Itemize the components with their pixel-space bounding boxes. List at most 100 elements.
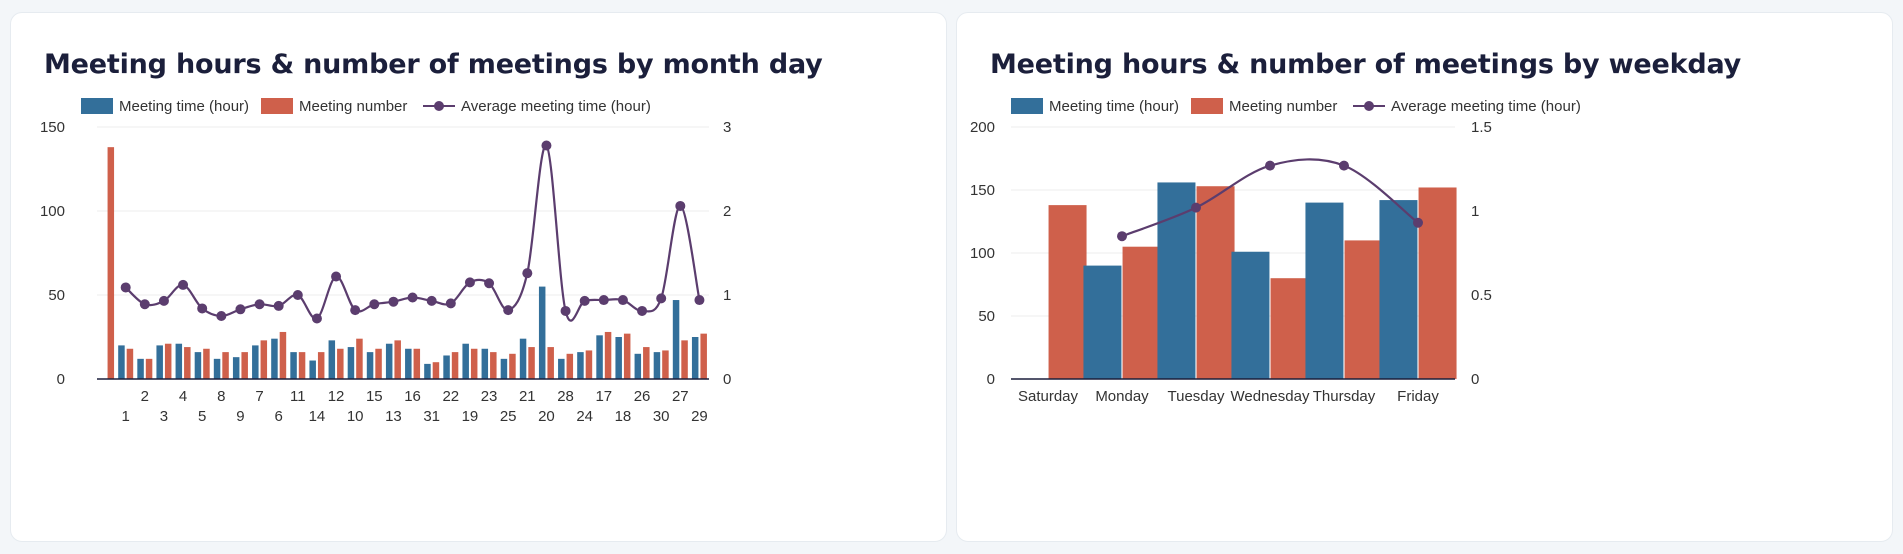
x-axis-tick-label: 29 xyxy=(691,408,708,425)
bar-meeting-time xyxy=(558,358,565,379)
x-axis-tick-label: 14 xyxy=(309,408,326,425)
bar-meeting-number xyxy=(1122,246,1161,379)
bar-meeting-number xyxy=(107,147,115,379)
bar-meeting-time xyxy=(232,357,240,379)
chart-panel-weekday: Meeting hours & number of meetings by we… xyxy=(956,12,1893,542)
bar-meeting-number xyxy=(1196,186,1235,379)
bar-meeting-number xyxy=(470,348,478,379)
average-point xyxy=(407,292,418,303)
bar-meeting-number xyxy=(337,348,344,379)
bar-meeting-number xyxy=(643,347,650,379)
x-axis-tick-label: 18 xyxy=(615,408,632,425)
right-axis-tick-label: 1.5 xyxy=(1471,119,1492,136)
x-axis-tick-label: 16 xyxy=(404,388,421,405)
gridlines xyxy=(97,126,709,296)
legend-item: Meeting number xyxy=(1191,98,1337,115)
average-point xyxy=(1191,202,1201,213)
x-axis-tick-label: Tuesday xyxy=(1168,388,1225,405)
bar-meeting-time xyxy=(290,352,297,379)
bar-meeting-time xyxy=(443,355,450,379)
average-point xyxy=(388,296,399,307)
bar-meeting-time xyxy=(137,358,144,379)
average-point xyxy=(445,298,456,309)
bar-meeting-time xyxy=(271,338,278,379)
legend-item: Meeting time (hour) xyxy=(81,98,249,115)
right-axis-tick-label: 2 xyxy=(723,203,731,220)
left-axis-tick-label: 150 xyxy=(970,182,995,199)
bar-meeting-number xyxy=(203,348,210,379)
right-axis-tick-label: 0.5 xyxy=(1471,287,1492,304)
average-point xyxy=(503,305,514,316)
right-axis-tick-label: 1 xyxy=(1471,203,1479,220)
legend-item: Meeting time (hour) xyxy=(1011,98,1179,115)
x-axis-tick-label: 3 xyxy=(160,408,168,425)
legend-label: Average meeting time (hour) xyxy=(1391,98,1581,115)
x-axis-tick-label: 15 xyxy=(366,388,383,405)
average-point xyxy=(426,295,437,306)
bar-meeting-time xyxy=(405,348,412,379)
legend-swatch-marker xyxy=(1364,101,1374,111)
average-point xyxy=(1339,160,1349,171)
bar-meeting-number xyxy=(432,362,440,379)
bar-meeting-number xyxy=(528,347,535,379)
bar-meeting-time xyxy=(424,363,431,379)
bar-meeting-number xyxy=(1344,240,1383,379)
x-axis-tick-label: 19 xyxy=(462,408,479,425)
legend-swatch-meeting-time xyxy=(1011,98,1043,114)
average-point xyxy=(139,299,150,310)
average-point xyxy=(541,140,552,151)
x-axis-tick-label: 30 xyxy=(653,408,670,425)
bar-meeting-number xyxy=(547,347,554,379)
bar-meeting-time xyxy=(481,348,489,379)
average-point xyxy=(522,268,533,279)
average-point xyxy=(311,313,322,324)
bar-meeting-time xyxy=(175,343,183,379)
x-axis-tick-label: 9 xyxy=(236,408,244,425)
average-point xyxy=(369,299,380,310)
chart-title: Meeting hours & number of meetings by mo… xyxy=(44,49,823,80)
x-axis-tick-label: 13 xyxy=(385,408,402,425)
bar-meeting-number xyxy=(604,331,612,379)
left-axis-tick-label: 50 xyxy=(48,287,65,304)
average-point xyxy=(1413,217,1423,228)
bar-meeting-number xyxy=(279,331,287,379)
bar-meeting-time xyxy=(462,343,469,379)
bar-meeting-number xyxy=(1418,187,1457,379)
x-axis-tick-label: 17 xyxy=(595,388,612,405)
bar-meeting-number xyxy=(509,353,516,379)
bar-meeting-number xyxy=(1270,278,1309,379)
left-axis-tick-label: 100 xyxy=(970,245,995,262)
bar-meeting-time xyxy=(1379,200,1418,379)
bar-meeting-time xyxy=(366,352,374,379)
x-axis-tick-label: 10 xyxy=(347,408,364,425)
bar-meeting-time xyxy=(1231,251,1270,379)
average-point xyxy=(178,279,189,290)
average-point xyxy=(694,295,705,306)
average-point xyxy=(120,282,131,293)
average-point xyxy=(216,311,227,321)
legend-swatch-meeting-time xyxy=(81,98,113,114)
legend: Meeting time (hour) Meeting number Average… xyxy=(81,98,651,115)
x-axis-tick-label: 12 xyxy=(328,388,345,405)
left-axis-tick-label: 0 xyxy=(987,371,995,388)
x-axis-tick-label: 7 xyxy=(255,388,263,405)
bar-meeting-time xyxy=(118,345,125,379)
bar-meeting-number xyxy=(490,352,497,379)
right-axis-tick-label: 0 xyxy=(723,371,731,388)
average-point xyxy=(617,295,628,306)
average-point xyxy=(197,303,208,314)
x-axis-tick-label: 22 xyxy=(442,388,459,405)
bar-meeting-time xyxy=(519,338,527,379)
bar-meeting-time xyxy=(213,358,221,379)
bars xyxy=(107,147,707,379)
legend-label: Meeting number xyxy=(299,98,407,115)
x-axis-tick-label: 6 xyxy=(275,408,283,425)
bar-meeting-number xyxy=(394,340,401,379)
x-axis-tick-label: 28 xyxy=(557,388,574,405)
bar-meeting-time xyxy=(577,352,584,379)
bar-meeting-time xyxy=(653,352,661,379)
average-point xyxy=(331,271,342,282)
bar-meeting-time xyxy=(1083,265,1122,379)
